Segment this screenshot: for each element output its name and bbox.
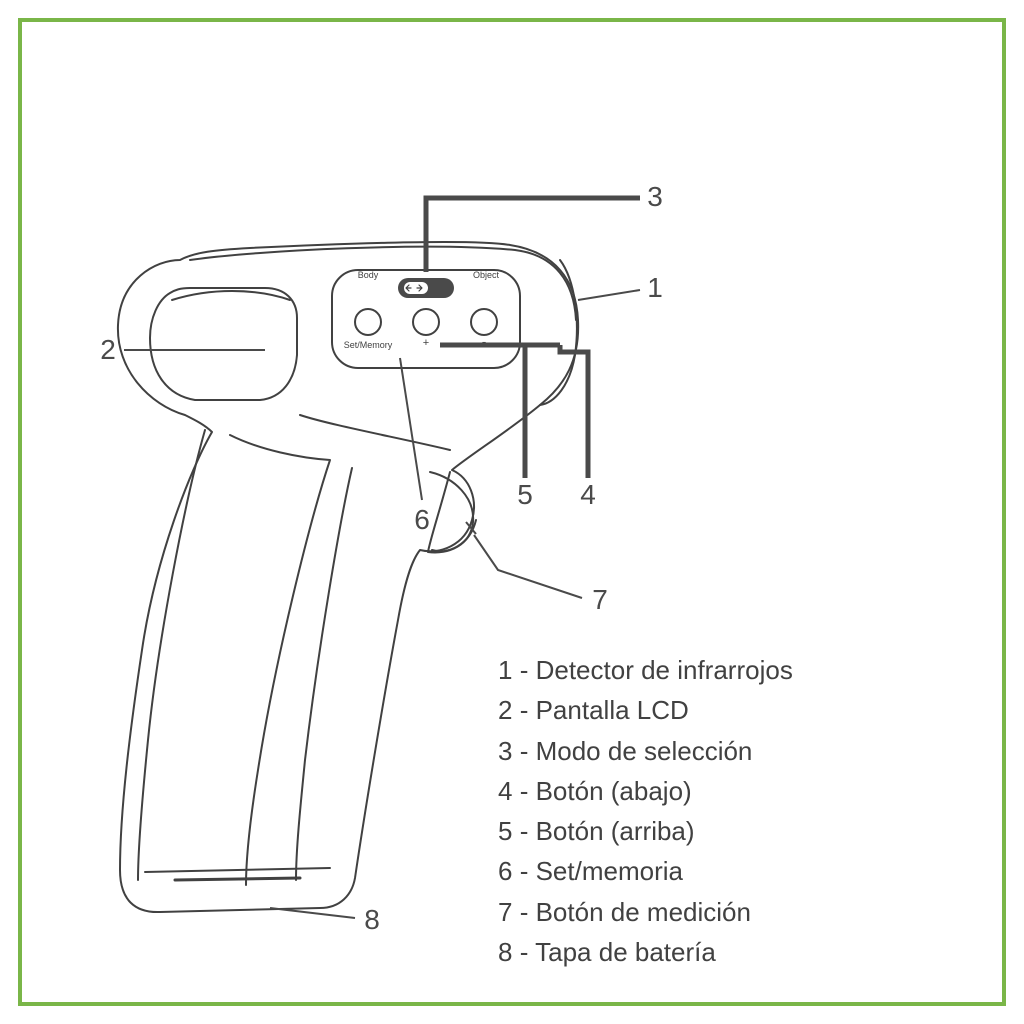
legend-item: 6 - Set/memoria <box>498 851 793 891</box>
legend-text: Tapa de batería <box>535 937 716 967</box>
legend-num: 2 <box>498 695 512 725</box>
legend-num: 7 <box>498 897 512 927</box>
legend-num: 4 <box>498 776 512 806</box>
svg-text:+: + <box>423 337 429 349</box>
legend-num: 6 <box>498 856 512 886</box>
callout-1: 1 <box>647 272 663 304</box>
legend-text: Botón (arriba) <box>536 816 695 846</box>
legend-sep: - <box>520 776 536 806</box>
legend-num: 3 <box>498 736 512 766</box>
svg-text:Object: Object <box>473 270 500 280</box>
legend-sep: - <box>520 897 536 927</box>
svg-text:Set/Memory: Set/Memory <box>344 340 393 350</box>
legend-sep: - <box>520 856 536 886</box>
callout-2: 2 <box>100 334 116 366</box>
legend-item: 4 - Botón (abajo) <box>498 771 793 811</box>
legend-text: Set/memoria <box>536 856 683 886</box>
legend-item: 2 - Pantalla LCD <box>498 690 793 730</box>
legend: 1 - Detector de infrarrojos 2 - Pantalla… <box>498 650 793 972</box>
legend-num: 8 <box>498 937 512 967</box>
legend-item: 7 - Botón de medición <box>498 892 793 932</box>
legend-item: 5 - Botón (arriba) <box>498 811 793 851</box>
legend-text: Detector de infrarrojos <box>536 655 793 685</box>
legend-sep: - <box>520 695 536 725</box>
legend-num: 1 <box>498 655 512 685</box>
callout-4: 4 <box>580 479 596 511</box>
callout-3: 3 <box>647 181 663 213</box>
legend-sep: - <box>520 736 536 766</box>
legend-item: 8 - Tapa de batería <box>498 932 793 972</box>
legend-sep: - <box>520 937 535 967</box>
svg-text:Body: Body <box>358 270 379 280</box>
legend-text: Botón de medición <box>536 897 751 927</box>
callout-8: 8 <box>364 904 380 936</box>
callout-5: 5 <box>517 479 533 511</box>
callout-7: 7 <box>592 584 608 616</box>
callout-6: 6 <box>414 504 430 536</box>
legend-num: 5 <box>498 816 512 846</box>
diagram-frame: Body Object Set/Memory + - <box>0 0 1024 1024</box>
legend-text: Pantalla LCD <box>536 695 689 725</box>
legend-sep: - <box>520 655 536 685</box>
legend-text: Modo de selección <box>536 736 753 766</box>
legend-sep: - <box>520 816 536 846</box>
legend-item: 1 - Detector de infrarrojos <box>498 650 793 690</box>
legend-item: 3 - Modo de selección <box>498 731 793 771</box>
legend-text: Botón (abajo) <box>536 776 692 806</box>
